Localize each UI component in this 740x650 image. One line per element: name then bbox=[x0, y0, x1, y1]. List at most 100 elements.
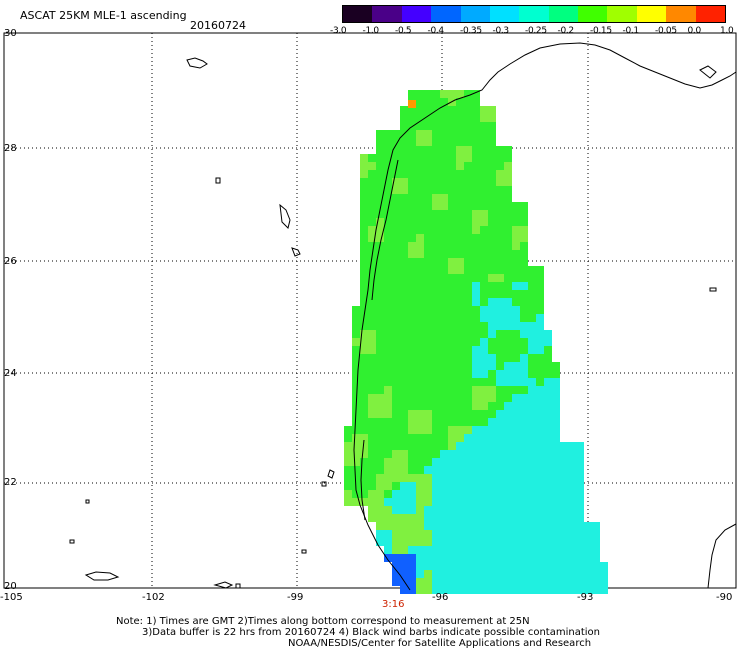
swath-cell bbox=[544, 362, 552, 370]
swath-cell bbox=[400, 122, 408, 130]
swath-cell bbox=[480, 386, 488, 394]
swath-cell bbox=[400, 562, 408, 570]
swath-cell bbox=[376, 314, 384, 322]
island bbox=[291, 247, 301, 257]
swath-cell bbox=[408, 274, 416, 282]
swath-cell bbox=[352, 378, 360, 386]
swath-cell bbox=[560, 522, 568, 530]
swath-cell bbox=[568, 450, 576, 458]
swath-cell bbox=[464, 202, 472, 210]
swath-cell bbox=[376, 426, 384, 434]
swath-cell bbox=[408, 130, 416, 138]
swath-cell bbox=[496, 562, 504, 570]
swath-cell bbox=[368, 258, 376, 266]
swath-cell bbox=[504, 194, 512, 202]
swath-cell bbox=[392, 418, 400, 426]
swath-cell bbox=[384, 434, 392, 442]
swath-cell bbox=[520, 394, 528, 402]
swath-cell bbox=[472, 490, 480, 498]
swath-cell bbox=[368, 194, 376, 202]
swath-cell bbox=[352, 426, 360, 434]
swath-cell bbox=[416, 426, 424, 434]
swath-cell bbox=[408, 106, 416, 114]
swath-cell bbox=[392, 378, 400, 386]
swath-cell bbox=[448, 274, 456, 282]
swath-cell bbox=[456, 250, 464, 258]
swath-cell bbox=[440, 570, 448, 578]
swath-cell bbox=[376, 306, 384, 314]
swath-cell bbox=[472, 210, 480, 218]
swath-cell bbox=[400, 410, 408, 418]
swath-cell bbox=[480, 322, 488, 330]
swath-cell bbox=[440, 234, 448, 242]
swath-cell bbox=[400, 402, 408, 410]
swath-cell bbox=[432, 546, 440, 554]
colorbar-segment bbox=[607, 6, 638, 22]
swath-cell bbox=[432, 378, 440, 386]
swath-cell bbox=[520, 578, 528, 586]
swath-cell bbox=[472, 538, 480, 546]
swath-cell bbox=[536, 578, 544, 586]
swath-cell bbox=[456, 114, 464, 122]
swath-cell bbox=[488, 386, 496, 394]
swath-cell bbox=[472, 330, 480, 338]
swath-cell bbox=[496, 226, 504, 234]
swath-cell bbox=[392, 538, 400, 546]
swath-cell bbox=[376, 442, 384, 450]
swath-cell bbox=[440, 458, 448, 466]
swath-cell bbox=[520, 570, 528, 578]
swath-cell bbox=[536, 362, 544, 370]
swath-cell bbox=[464, 130, 472, 138]
swath-cell bbox=[472, 466, 480, 474]
swath-cell bbox=[504, 226, 512, 234]
swath-cell bbox=[552, 442, 560, 450]
swath-cell bbox=[400, 338, 408, 346]
swath-cell bbox=[424, 194, 432, 202]
swath-cell bbox=[400, 418, 408, 426]
swath-cell bbox=[448, 434, 456, 442]
swath-cell bbox=[544, 418, 552, 426]
swath-cell bbox=[416, 146, 424, 154]
swath-cell bbox=[496, 482, 504, 490]
swath-cell bbox=[400, 530, 408, 538]
swath-cell bbox=[512, 258, 520, 266]
swath-cell bbox=[456, 442, 464, 450]
swath-cell bbox=[376, 282, 384, 290]
swath-cell bbox=[360, 186, 368, 194]
swath-cell bbox=[512, 458, 520, 466]
swath-cell bbox=[496, 306, 504, 314]
swath-cell bbox=[504, 570, 512, 578]
swath-cell bbox=[416, 410, 424, 418]
swath-cell bbox=[464, 306, 472, 314]
swath-cell bbox=[544, 394, 552, 402]
swath-cell bbox=[384, 514, 392, 522]
swath-cell bbox=[360, 450, 368, 458]
swath-cell bbox=[440, 306, 448, 314]
swath-cell bbox=[520, 482, 528, 490]
swath-cell bbox=[376, 226, 384, 234]
swath-cell bbox=[424, 418, 432, 426]
swath-cell bbox=[432, 202, 440, 210]
swath-cell bbox=[456, 242, 464, 250]
swath-cell bbox=[392, 234, 400, 242]
swath-cell bbox=[440, 474, 448, 482]
swath-cell bbox=[512, 442, 520, 450]
swath-cell bbox=[456, 274, 464, 282]
swath-cell bbox=[520, 506, 528, 514]
swath-cell bbox=[408, 210, 416, 218]
swath-cell bbox=[416, 570, 424, 578]
swath-cell bbox=[488, 346, 496, 354]
swath-cell bbox=[544, 466, 552, 474]
swath-cell bbox=[472, 410, 480, 418]
swath-cell bbox=[504, 298, 512, 306]
swath-cell bbox=[368, 218, 376, 226]
swath-cell bbox=[424, 306, 432, 314]
swath-cell bbox=[520, 250, 528, 258]
swath-cell bbox=[464, 506, 472, 514]
swath-cell bbox=[576, 490, 584, 498]
swath-cell bbox=[472, 514, 480, 522]
swath-cell bbox=[456, 394, 464, 402]
swath-cell bbox=[480, 506, 488, 514]
swath-cell bbox=[560, 514, 568, 522]
swath-cell bbox=[512, 530, 520, 538]
